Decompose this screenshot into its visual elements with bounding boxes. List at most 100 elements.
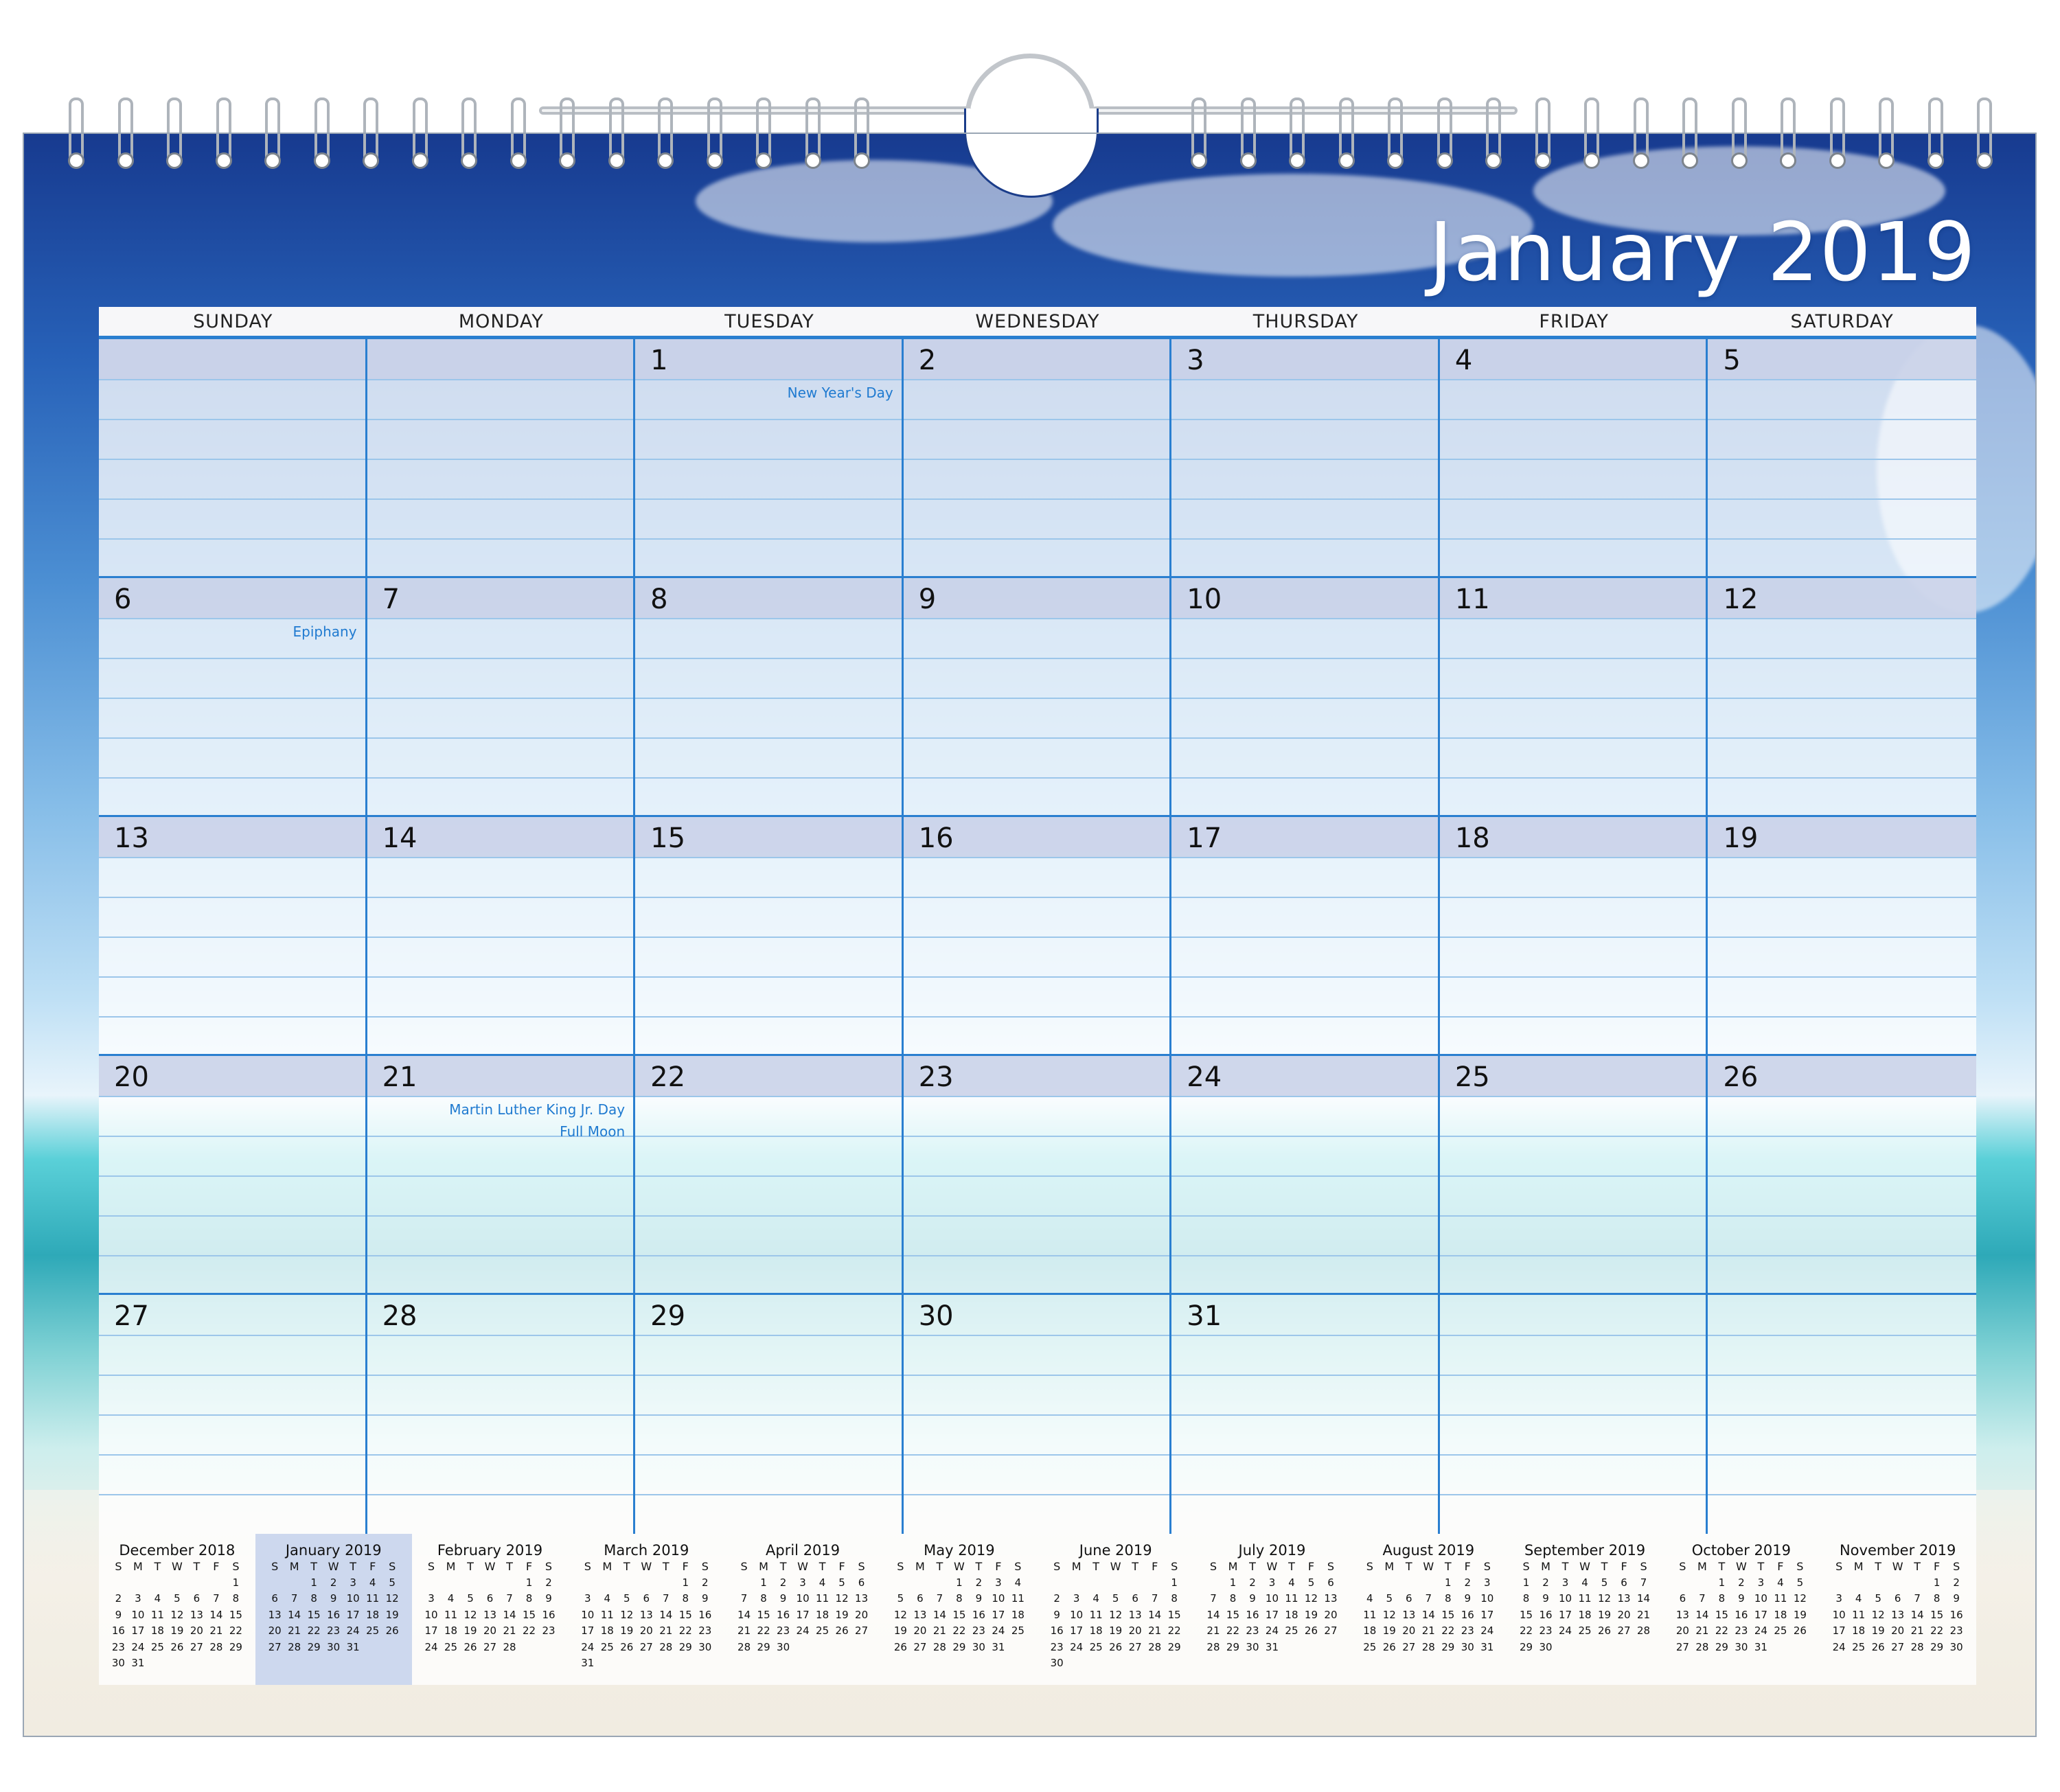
mini-day: 23 <box>542 1624 556 1637</box>
mini-day: 30 <box>1735 1640 1748 1653</box>
day-cell[interactable]: 4 <box>1439 339 1708 578</box>
day-cell[interactable]: 21 Martin Luther King Jr. Day Full Moon <box>367 1056 636 1295</box>
mini-day <box>1086 1655 1106 1672</box>
mini-day: 17 <box>424 1624 438 1637</box>
mini-weekday: S <box>584 1560 591 1573</box>
mini-day: 29 <box>952 1640 966 1653</box>
day-cell[interactable]: 11 <box>1439 578 1708 817</box>
day-cell[interactable]: 10 <box>1171 578 1440 817</box>
day-cell[interactable]: 30 <box>903 1295 1172 1534</box>
mini-day: 16 <box>1246 1608 1259 1621</box>
writing-line <box>1439 976 1706 978</box>
day-cell[interactable]: 3 <box>1171 339 1440 578</box>
mini-day: 14 <box>288 1608 301 1621</box>
mini-day: 8 <box>310 1592 317 1605</box>
mini-day <box>128 1575 148 1592</box>
day-cell[interactable]: 26 <box>1708 1056 1976 1295</box>
writing-line <box>1708 1414 1976 1416</box>
mini-calendar-week: 22 23 24 25 26 27 28 <box>1507 1623 1663 1640</box>
mini-day: 15 <box>757 1608 770 1621</box>
mini-day: 15 <box>1520 1608 1533 1621</box>
writing-line <box>635 857 902 858</box>
writing-line <box>1171 459 1438 460</box>
day-cell[interactable]: 19 <box>1708 817 1976 1056</box>
writing-line <box>903 658 1170 659</box>
binding-hole <box>461 152 477 169</box>
mini-day <box>1771 1640 1791 1656</box>
mini-day: 10 <box>1559 1592 1572 1605</box>
mini-day <box>1868 1575 1888 1592</box>
writing-line <box>1171 897 1438 898</box>
day-cell[interactable]: 8 <box>635 578 904 817</box>
day-cell[interactable]: 29 <box>635 1295 904 1534</box>
mini-day: 17 <box>1265 1608 1279 1621</box>
day-number: 24 <box>1187 1061 1222 1093</box>
writing-line <box>1439 737 1706 739</box>
writing-line <box>903 1454 1170 1456</box>
mini-day: 4 <box>154 1592 161 1605</box>
day-cell[interactable]: 7 <box>367 578 636 817</box>
day-cell[interactable]: 5 <box>1708 339 1976 578</box>
mini-day: 13 <box>1617 1592 1631 1605</box>
binding-hole <box>1632 152 1649 169</box>
mini-day <box>1594 1640 1614 1656</box>
writing-line <box>367 737 634 739</box>
mini-day: 23 <box>1461 1624 1474 1637</box>
day-cell[interactable]: 1 New Year's Day <box>635 339 904 578</box>
mini-day: 18 <box>816 1608 829 1621</box>
day-cell[interactable] <box>1708 1295 1976 1534</box>
mini-day: 7 <box>290 1592 298 1605</box>
mini-calendar: July 2019 S M T W T F S 1 2 3 4 5 6 7 8 9 10 11 12 13 14 15 16 1… <box>1194 1534 1351 1685</box>
mini-day: 1 <box>1933 1576 1941 1589</box>
day-cell[interactable]: 16 <box>903 817 1172 1056</box>
day-cell[interactable]: 20 <box>99 1056 367 1295</box>
day-cell[interactable]: 25 <box>1439 1056 1708 1295</box>
day-cell[interactable] <box>99 339 367 578</box>
mini-calendar-week: 15 16 17 18 19 20 21 <box>1507 1607 1663 1624</box>
day-cell[interactable]: 28 <box>367 1295 636 1534</box>
mini-weekday: T <box>623 1560 630 1573</box>
mini-day: 16 <box>1539 1608 1553 1621</box>
mini-day: 14 <box>503 1608 516 1621</box>
day-cell[interactable]: 17 <box>1171 817 1440 1056</box>
day-cell[interactable] <box>367 339 636 578</box>
mini-day: 29 <box>307 1640 321 1653</box>
mini-day: 25 <box>816 1624 829 1637</box>
day-cell[interactable] <box>1439 1295 1708 1534</box>
mini-day: 4 <box>819 1576 826 1589</box>
mini-weekday: W <box>328 1560 339 1573</box>
day-cell[interactable]: 22 <box>635 1056 904 1295</box>
writing-line <box>1708 618 1976 619</box>
mini-weekday: M <box>1384 1560 1395 1573</box>
mini-day: 20 <box>639 1624 653 1637</box>
mini-day: 26 <box>835 1624 849 1637</box>
week-date-band <box>99 817 1976 857</box>
mini-day: 4 <box>1855 1592 1862 1605</box>
mini-day <box>1829 1575 1849 1592</box>
mini-day: 19 <box>1871 1624 1885 1637</box>
day-cell[interactable]: 12 <box>1708 578 1976 817</box>
day-cell[interactable]: 15 <box>635 817 904 1056</box>
day-cell[interactable]: 18 <box>1439 817 1708 1056</box>
day-cell[interactable]: 31 <box>1171 1295 1440 1534</box>
mini-day <box>1145 1575 1165 1592</box>
day-cell[interactable]: 23 <box>903 1056 1172 1295</box>
day-number: 23 <box>918 1061 954 1093</box>
binding-hole <box>1927 152 1944 169</box>
day-cell[interactable]: 27 <box>99 1295 367 1534</box>
day-cell[interactable]: 2 <box>903 339 1172 578</box>
day-cell[interactable]: 14 <box>367 817 636 1056</box>
day-cell[interactable]: 6 Epiphany <box>99 578 367 817</box>
binding-hole <box>1780 152 1796 169</box>
day-cell[interactable]: 9 <box>903 578 1172 817</box>
writing-line <box>367 538 634 540</box>
writing-line <box>99 1414 365 1416</box>
mini-day <box>597 1655 617 1672</box>
mini-calendar-week: 8 9 10 11 12 13 14 <box>1507 1591 1663 1607</box>
day-cell[interactable]: 13 <box>99 817 367 1056</box>
mini-weekday: T <box>1288 1560 1295 1573</box>
day-cell[interactable]: 24 <box>1171 1056 1440 1295</box>
mini-day: 5 <box>389 1576 396 1589</box>
mini-day: 1 <box>1718 1576 1726 1589</box>
